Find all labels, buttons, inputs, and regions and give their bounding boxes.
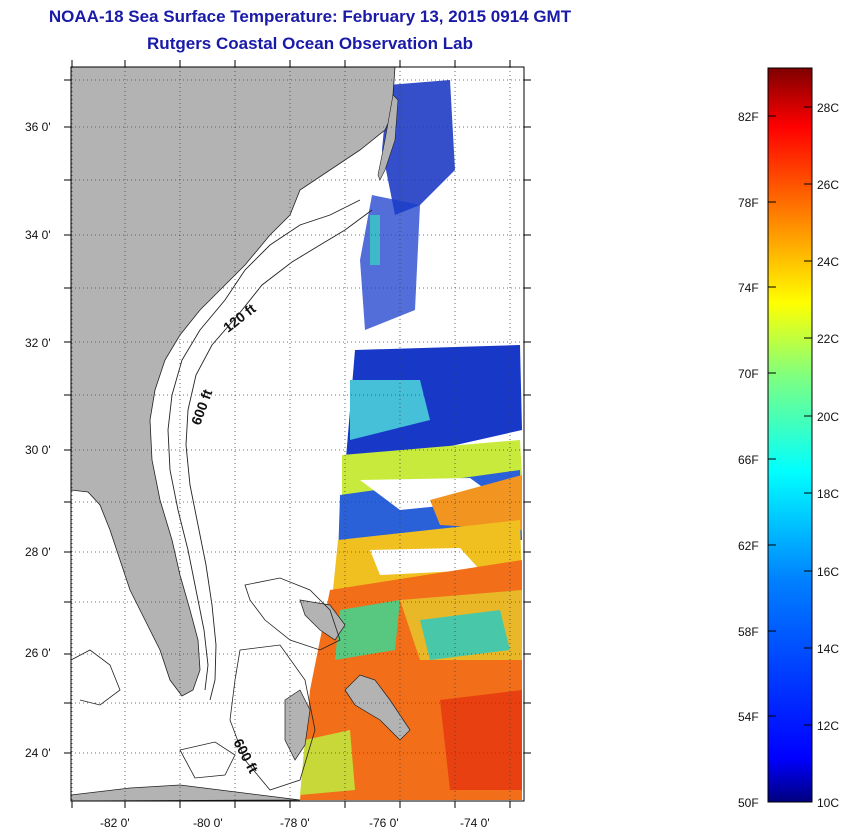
lon-label-78: -78 0' [280,816,310,830]
frame-ticks [64,60,531,808]
lon-label-82: -82 0' [100,816,130,830]
latitude-labels: 36 0' 34 0' 32 0' 30 0' 28 0' 26 0' 24 0… [25,120,51,760]
land-bahamas-exuma [344,674,411,741]
land-bahamas-andros [284,689,311,761]
land-bahamas-grand [299,599,346,641]
contour-cuba-shelf [179,741,236,779]
lat-label-32: 32 0' [25,336,51,350]
contour-bahamas-south [229,644,316,791]
sst-data-layer [300,80,522,800]
map-subtitle: Rutgers Coastal Ocean Observation Lab [147,34,473,53]
lat-label-30: 30 0' [25,443,51,457]
lon-label-80: -80 0' [193,816,223,830]
land-us-florida [71,67,396,697]
map-title: NOAA-18 Sea Surface Temperature: Februar… [48,7,572,26]
contour-florida-bay [71,649,121,706]
map-frame [70,66,525,802]
lat-label-36: 36 0' [25,120,51,134]
lon-label-76: -76 0' [369,816,399,830]
lat-label-26: 26 0' [25,646,51,660]
map-content [71,67,524,801]
contour-600ft [185,209,373,701]
land-outer-banks [377,94,399,181]
lat-label-24: 24 0' [25,746,51,760]
lat-label-28: 28 0' [25,545,51,559]
lon-label-74: -74 0' [460,816,490,830]
longitude-labels: -82 0' -80 0' -78 0' -76 0' -74 0' [100,816,490,830]
lat-label-34: 34 0' [25,228,51,242]
contour-bahamas [244,577,341,651]
